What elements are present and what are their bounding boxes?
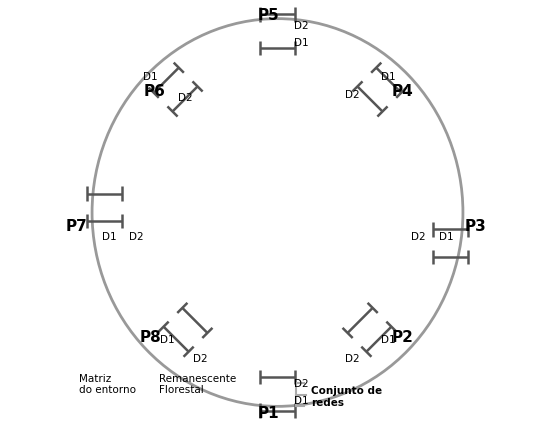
Text: D2: D2 — [294, 378, 309, 388]
Text: D2: D2 — [193, 353, 208, 363]
Text: D1: D1 — [143, 72, 158, 81]
Text: P5: P5 — [258, 8, 279, 23]
Text: D2: D2 — [345, 353, 360, 363]
Text: D2: D2 — [129, 232, 144, 242]
Text: D2: D2 — [345, 90, 360, 100]
Text: D1: D1 — [102, 232, 116, 242]
Text: P3: P3 — [465, 218, 487, 233]
Text: Remanescente
Florestal: Remanescente Florestal — [159, 373, 237, 394]
Text: Conjunto de
redes: Conjunto de redes — [311, 386, 382, 407]
Text: P4: P4 — [391, 83, 413, 98]
Text: D1: D1 — [160, 334, 174, 344]
Text: D1: D1 — [294, 395, 309, 405]
Text: P7: P7 — [66, 218, 88, 233]
Text: P1: P1 — [258, 405, 279, 420]
Text: D2: D2 — [179, 92, 193, 102]
Text: D1: D1 — [381, 72, 395, 81]
Text: P6: P6 — [144, 83, 166, 98]
Text: D2: D2 — [294, 21, 309, 31]
Text: P8: P8 — [140, 330, 162, 345]
Text: Matriz
do entorno: Matriz do entorno — [79, 373, 137, 394]
Text: D1: D1 — [294, 38, 309, 48]
Text: D1: D1 — [439, 232, 453, 242]
Text: P2: P2 — [391, 330, 413, 345]
Text: D2: D2 — [411, 232, 426, 242]
Text: D1: D1 — [381, 334, 395, 344]
